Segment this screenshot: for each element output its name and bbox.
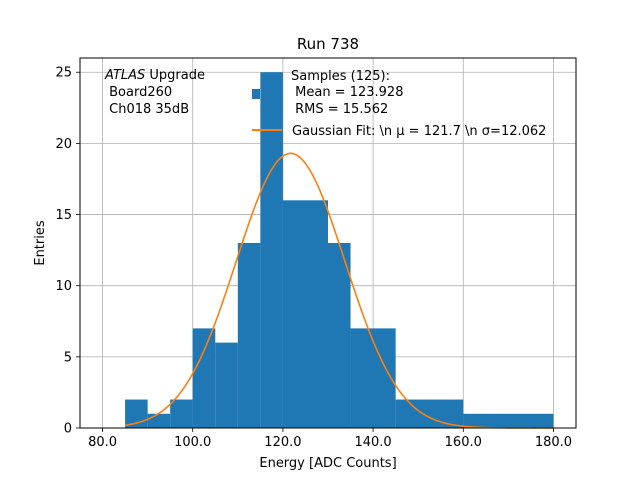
y-tick-label: 25 <box>55 66 72 81</box>
histogram-bin <box>215 342 238 428</box>
gaussian-fit <box>124 152 554 429</box>
annotation-line-2: Board260 <box>105 85 172 100</box>
legend-fit-label: Gaussian Fit: \n μ = 121.7 \n σ=12.062 <box>292 124 546 139</box>
x-tick-label: 160.0 <box>445 435 482 450</box>
legend-samples-line-2: Mean = 123.928 <box>291 85 403 100</box>
histogram-bin <box>170 399 193 428</box>
histogram-bin <box>282 200 328 428</box>
histogram-bin <box>147 413 171 428</box>
x-tick-label: 120.0 <box>264 435 301 450</box>
annotation-line-3: Ch018 35dB <box>105 102 189 117</box>
histogram-bin <box>463 413 554 428</box>
x-axis-label: Energy [ADC Counts] <box>259 456 396 471</box>
y-tick-label: 15 <box>55 208 72 223</box>
plot-frame <box>79 57 577 429</box>
histogram-bin <box>350 328 396 428</box>
chart-title: Run 738 <box>297 35 359 53</box>
histogram-bin <box>237 243 261 428</box>
gaussian-fit-curve <box>124 152 554 429</box>
histogram-bin <box>395 399 464 428</box>
histogram-bin <box>260 72 283 428</box>
y-tick-label: 20 <box>55 137 72 152</box>
annotation-line-1: ATLAS Upgrade <box>104 68 205 83</box>
x-tick-label: 80.0 <box>88 435 117 450</box>
y-tick-label: 5 <box>64 350 72 365</box>
y-tick-label: 10 <box>55 279 72 294</box>
atlas-annotation: ATLAS Upgrade Board260 Ch018 35dB <box>104 68 205 117</box>
x-tick-label: 140.0 <box>354 435 391 450</box>
y-axis-label: Entries <box>33 220 48 266</box>
x-tick-label: 100.0 <box>174 435 211 450</box>
y-tick-label: 0 <box>64 422 72 437</box>
legend-samples-line-1: Samples (125): <box>291 69 390 84</box>
axis-ticks: 80.0 100.0 120.0 140.0 160.0 180.0 0 5 10 15 20 25 <box>55 66 572 450</box>
histogram-bin <box>328 243 351 428</box>
histogram-bin <box>192 328 216 428</box>
legend-samples-line-3: RMS = 15.562 <box>291 102 388 117</box>
legend-samples-swatch <box>252 89 260 99</box>
x-tick-label: 180.0 <box>535 435 572 450</box>
legend: Samples (125): Mean = 123.928 RMS = 15.5… <box>252 69 546 139</box>
